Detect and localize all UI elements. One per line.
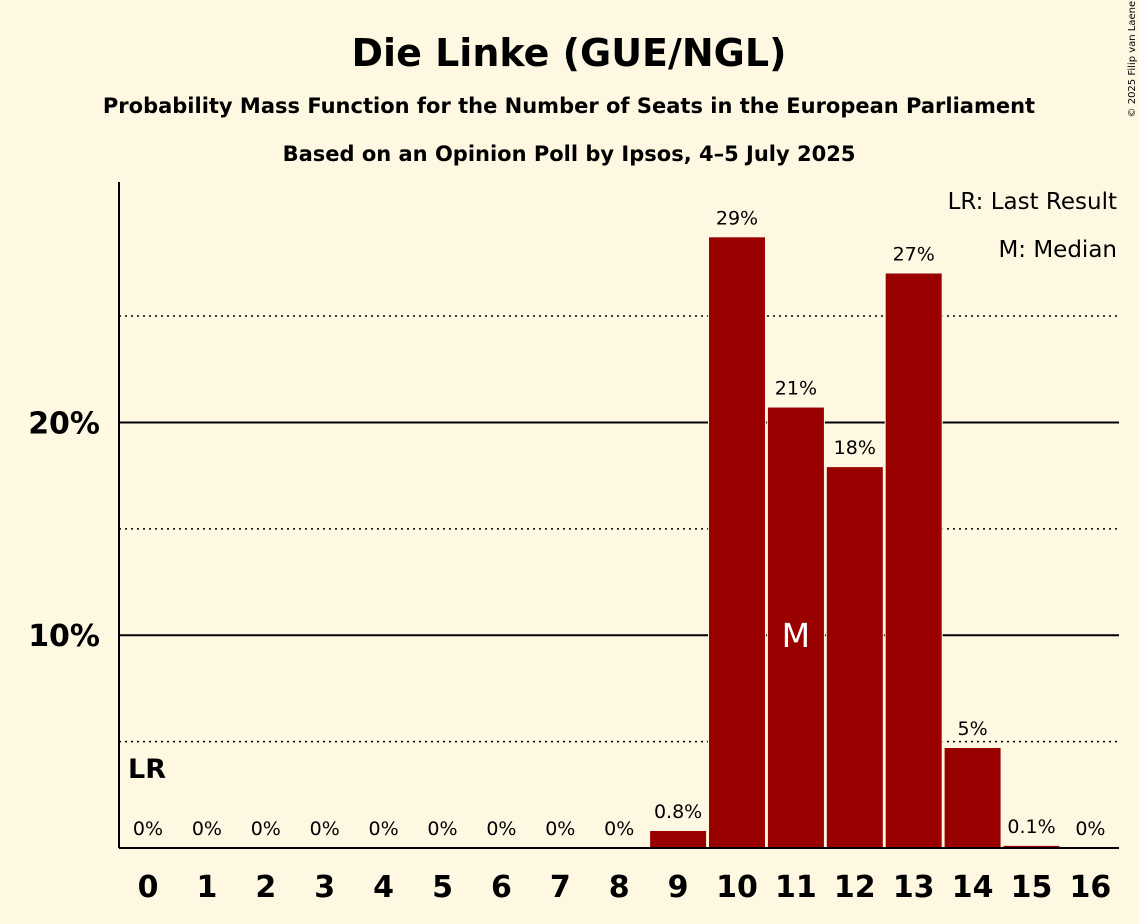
data-label: 5% <box>958 718 988 740</box>
bar-seat-13 <box>885 273 942 848</box>
x-tick-label: 2 <box>255 870 276 905</box>
data-label: 0% <box>545 818 575 840</box>
bar-seat-11 <box>767 407 824 848</box>
data-label: 0% <box>486 818 516 840</box>
x-tick-label: 14 <box>952 870 994 905</box>
bar-seat-10 <box>709 237 765 848</box>
axes <box>118 182 1119 849</box>
y-tick-label: 10% <box>28 619 100 654</box>
legend-median: M: Median <box>998 237 1117 263</box>
data-label: 0% <box>369 818 399 840</box>
data-label: 0% <box>310 818 340 840</box>
x-tick-label: 9 <box>668 870 689 905</box>
bars <box>649 237 1061 848</box>
chart-subtitle: Probability Mass Function for the Number… <box>103 94 1035 118</box>
last-result-marker: LR <box>128 754 166 785</box>
x-tick-label: 6 <box>491 870 512 905</box>
data-label: 0% <box>427 818 457 840</box>
x-tick-label: 8 <box>609 870 630 905</box>
data-label: 0% <box>251 818 281 840</box>
data-label: 29% <box>716 207 758 229</box>
data-label: 0% <box>133 818 163 840</box>
x-tick-label: 5 <box>432 870 453 905</box>
data-label: 0% <box>1075 818 1105 840</box>
x-tick-label: 11 <box>775 870 817 905</box>
x-tick-label: 3 <box>314 870 335 905</box>
x-tick-label: 12 <box>834 870 876 905</box>
x-tick-label: 4 <box>373 870 394 905</box>
bar-seat-12 <box>826 467 883 848</box>
median-marker: M <box>782 616 810 655</box>
data-label: 21% <box>775 378 817 400</box>
x-tick-label: 0 <box>138 870 159 905</box>
x-tick-label: 1 <box>196 870 217 905</box>
bar-seat-15 <box>1003 845 1060 848</box>
data-label: 18% <box>834 437 876 459</box>
data-label: 0% <box>192 818 222 840</box>
data-label: 0.1% <box>1007 816 1055 838</box>
legend-last-result: LR: Last Result <box>948 189 1117 215</box>
data-label: 27% <box>893 243 935 265</box>
chart-source: Based on an Opinion Poll by Ipsos, 4–5 J… <box>283 142 856 166</box>
x-tick-label: 13 <box>893 870 935 905</box>
bar-seat-14 <box>944 747 1001 848</box>
x-tick-label: 15 <box>1011 870 1053 905</box>
bar-seat-9 <box>650 830 707 848</box>
x-tick-label: 10 <box>716 870 758 905</box>
x-tick-label: 16 <box>1070 870 1112 905</box>
data-label: 0.8% <box>654 801 702 823</box>
chart-title: Die Linke (GUE/NGL) <box>352 31 787 75</box>
x-tick-label: 7 <box>550 870 571 905</box>
data-label: 0% <box>604 818 634 840</box>
y-tick-label: 20% <box>28 406 100 441</box>
copyright-notice: © 2025 Filip van Laenen <box>1127 0 1138 117</box>
data-labels: 0% 0 0% 1 0% 2 0% 3 0% 4 0% 5 0% 6 0% 7 0% 8 0.8% 9 29% 10 21%… <box>128 207 1111 905</box>
gridlines: 10% 20% <box>28 315 1119 743</box>
